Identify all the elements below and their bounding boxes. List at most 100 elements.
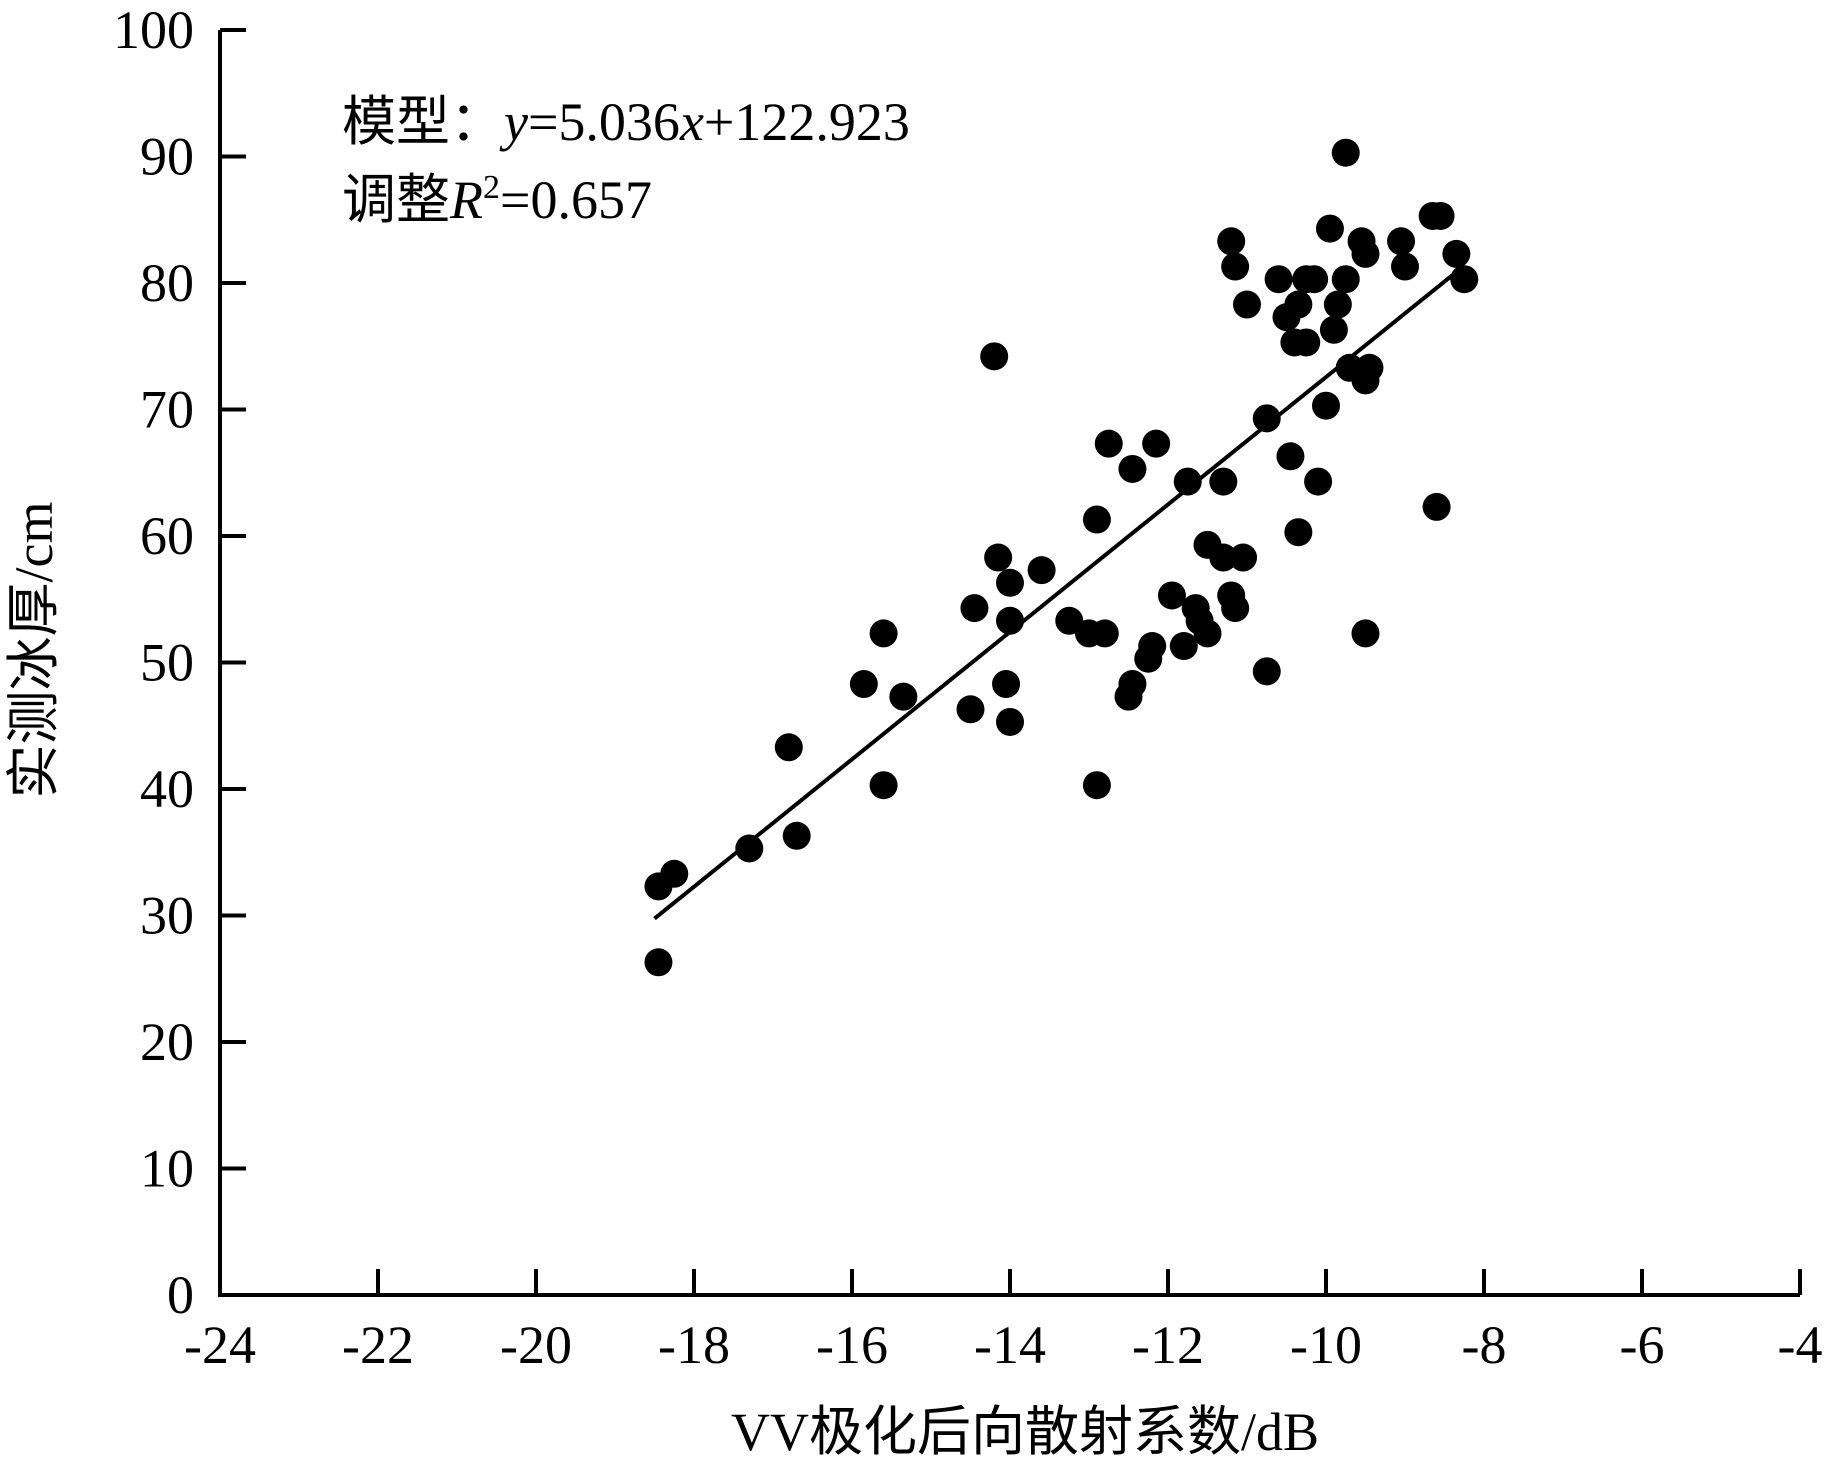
data-point xyxy=(1442,239,1471,268)
data-point xyxy=(1319,315,1348,344)
x-tick-label: -12 xyxy=(1132,1315,1204,1375)
y-tick-label: 70 xyxy=(140,380,194,440)
data-point xyxy=(1118,454,1147,483)
model-equation: 模型：y=5.036x+122.923 xyxy=(342,92,910,152)
data-point xyxy=(1094,429,1123,458)
data-point xyxy=(1264,265,1293,294)
y-tick-label: 10 xyxy=(140,1139,194,1199)
data-points xyxy=(644,138,1479,977)
data-point xyxy=(1193,619,1222,648)
data-point xyxy=(996,606,1024,635)
data-point xyxy=(782,821,811,850)
x-tick-label: -6 xyxy=(1620,1315,1665,1375)
y-axis-title: 实测冰厚/cm xyxy=(4,502,64,799)
model-intercept: +122.923 xyxy=(704,92,910,152)
x-tick-label: -20 xyxy=(500,1315,572,1375)
y-tick-label: 50 xyxy=(140,633,194,693)
data-point xyxy=(1351,619,1380,648)
data-point xyxy=(1252,404,1281,433)
data-point xyxy=(1209,543,1238,572)
x-tick-label: -16 xyxy=(816,1315,888,1375)
data-point xyxy=(996,707,1024,736)
data-point xyxy=(644,948,673,977)
data-point xyxy=(1027,556,1056,585)
x-axis-ticks: -24 -22 -20 -18 -16 -14 -12 -10 -8 -6 -4 xyxy=(184,1269,1822,1375)
data-point xyxy=(1233,290,1261,319)
data-point xyxy=(660,859,689,888)
data-point xyxy=(1304,467,1333,496)
data-point xyxy=(956,695,985,724)
data-point xyxy=(1355,353,1384,382)
data-point xyxy=(1118,670,1147,699)
model-slope: =5.036 xyxy=(528,92,680,152)
x-tick-label: -8 xyxy=(1462,1315,1507,1375)
model-y-var: y xyxy=(499,92,528,152)
data-point xyxy=(984,543,1013,572)
y-tick-label: 100 xyxy=(113,0,194,60)
y-tick-label: 40 xyxy=(140,759,194,819)
data-point xyxy=(996,568,1024,597)
data-point xyxy=(849,670,878,699)
data-point xyxy=(1169,632,1198,661)
data-point xyxy=(1284,290,1313,319)
data-point xyxy=(869,771,898,800)
data-point xyxy=(1331,138,1360,167)
x-tick-label: -24 xyxy=(184,1315,256,1375)
data-point xyxy=(1426,201,1455,230)
y-tick-label: 20 xyxy=(140,1012,194,1072)
x-axis-title: VV极化后向散射系数/dB xyxy=(731,1402,1319,1462)
data-point xyxy=(1252,657,1281,686)
data-point xyxy=(1090,619,1119,648)
data-point xyxy=(1082,771,1111,800)
y-tick-label: 30 xyxy=(140,886,194,946)
r-squared-label: 调整R2=0.657 xyxy=(342,169,652,230)
data-point xyxy=(1209,467,1238,496)
fit-line-group xyxy=(653,273,1454,921)
data-point xyxy=(992,670,1021,699)
x-tick-label: -14 xyxy=(974,1315,1046,1375)
r2-value: =0.657 xyxy=(500,170,652,230)
data-point xyxy=(1323,290,1352,319)
r2-r-var: R xyxy=(449,170,483,230)
data-point xyxy=(1221,252,1250,281)
x-tick-label: -22 xyxy=(342,1315,414,1375)
x-tick-label: -10 xyxy=(1290,1315,1362,1375)
data-point xyxy=(735,834,764,863)
y-tick-label: 0 xyxy=(167,1265,194,1325)
data-point xyxy=(1221,594,1250,623)
model-x-var: x xyxy=(679,92,704,152)
data-point xyxy=(1315,214,1344,243)
r2-prefix: 调整 xyxy=(342,170,450,230)
data-point xyxy=(1284,518,1313,547)
y-axis-ticks: 0 10 20 30 40 50 60 70 80 90 100 xyxy=(113,0,246,1325)
data-point xyxy=(1422,492,1451,521)
r2-superscript: 2 xyxy=(483,169,500,206)
x-tick-label: -18 xyxy=(658,1315,730,1375)
regression-line xyxy=(653,273,1454,921)
data-point xyxy=(1082,505,1111,534)
data-point xyxy=(889,682,918,711)
x-tick-label: -4 xyxy=(1778,1315,1823,1375)
data-point xyxy=(1292,328,1321,357)
data-point xyxy=(1276,442,1305,471)
data-point xyxy=(1157,581,1186,610)
data-point xyxy=(960,594,989,623)
data-point xyxy=(1138,632,1167,661)
y-tick-label: 80 xyxy=(140,253,194,313)
y-tick-label: 90 xyxy=(140,127,194,187)
data-point xyxy=(1229,543,1258,572)
data-point xyxy=(1173,467,1202,496)
model-prefix: 模型： xyxy=(342,92,504,152)
y-tick-label: 60 xyxy=(140,506,194,566)
data-point xyxy=(774,733,803,762)
data-point xyxy=(869,619,898,648)
data-point xyxy=(980,342,1009,371)
data-point xyxy=(1300,265,1329,294)
data-point xyxy=(1450,265,1479,294)
data-point xyxy=(1387,227,1416,256)
data-point xyxy=(1351,239,1380,268)
data-point xyxy=(1331,265,1360,294)
data-point xyxy=(1312,391,1340,420)
data-point xyxy=(1142,429,1171,458)
